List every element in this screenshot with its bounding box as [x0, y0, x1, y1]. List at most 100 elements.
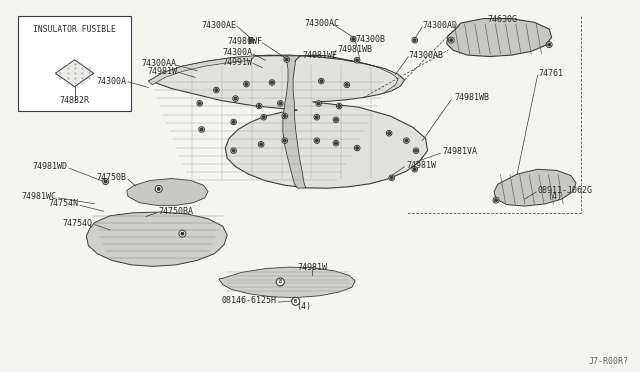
Text: 74981WC: 74981WC [21, 192, 56, 201]
Polygon shape [148, 55, 428, 188]
Circle shape [245, 83, 248, 85]
Circle shape [404, 138, 409, 144]
Circle shape [271, 81, 273, 84]
Circle shape [257, 103, 262, 109]
Circle shape [319, 78, 324, 84]
Circle shape [197, 100, 202, 106]
Circle shape [316, 100, 321, 106]
Text: 74300B: 74300B [355, 35, 385, 44]
Polygon shape [219, 267, 355, 298]
Circle shape [260, 143, 262, 145]
Circle shape [278, 100, 283, 106]
Circle shape [269, 80, 275, 86]
Circle shape [333, 117, 339, 123]
Circle shape [259, 141, 264, 147]
Bar [18, 16, 131, 111]
Circle shape [232, 121, 235, 123]
Polygon shape [86, 212, 227, 266]
Circle shape [390, 177, 393, 179]
Circle shape [285, 58, 288, 61]
Circle shape [156, 186, 162, 192]
Circle shape [387, 130, 392, 136]
Circle shape [352, 38, 355, 40]
Text: 74981WB: 74981WB [338, 45, 373, 54]
Circle shape [233, 96, 238, 102]
Circle shape [412, 37, 417, 43]
Text: B: B [279, 279, 282, 285]
Circle shape [413, 39, 416, 41]
Circle shape [292, 297, 300, 305]
Text: 74882R: 74882R [60, 96, 90, 105]
Text: 74981WB: 74981WB [454, 93, 490, 102]
Text: 74300AD: 74300AD [422, 21, 458, 30]
Circle shape [262, 116, 265, 118]
Circle shape [284, 115, 286, 117]
Circle shape [335, 119, 337, 121]
Circle shape [282, 113, 287, 119]
Circle shape [344, 82, 349, 88]
Circle shape [355, 57, 360, 63]
Text: B: B [294, 299, 297, 304]
Text: 74300A: 74300A [223, 48, 253, 57]
Circle shape [548, 44, 550, 46]
Circle shape [250, 39, 252, 41]
Circle shape [389, 175, 394, 181]
Circle shape [412, 166, 417, 172]
Polygon shape [255, 55, 326, 188]
Circle shape [337, 103, 342, 109]
Circle shape [200, 128, 203, 131]
Circle shape [450, 39, 452, 41]
Circle shape [231, 148, 236, 154]
Text: 74300AE: 74300AE [202, 21, 237, 30]
Text: 74630G: 74630G [488, 15, 518, 24]
Circle shape [314, 138, 319, 144]
Circle shape [214, 87, 219, 93]
Circle shape [234, 97, 237, 100]
Text: 74981WE: 74981WE [302, 51, 337, 60]
Circle shape [276, 278, 284, 286]
Polygon shape [127, 179, 208, 205]
Circle shape [448, 37, 454, 43]
Circle shape [248, 37, 253, 43]
Circle shape [546, 42, 552, 48]
Circle shape [261, 114, 266, 120]
Text: 74981WD: 74981WD [32, 162, 67, 171]
Circle shape [104, 180, 107, 183]
Circle shape [405, 140, 408, 142]
Text: 74300A: 74300A [97, 77, 127, 86]
Circle shape [215, 89, 218, 91]
Circle shape [338, 105, 340, 107]
Polygon shape [148, 56, 255, 85]
Circle shape [335, 142, 337, 144]
Circle shape [284, 140, 286, 142]
Circle shape [493, 197, 499, 203]
Circle shape [157, 188, 160, 190]
Text: 74981W: 74981W [406, 161, 436, 170]
Text: 74754N: 74754N [48, 199, 78, 208]
Text: 74761: 74761 [539, 69, 564, 78]
Text: J7-R00R?: J7-R00R? [589, 357, 628, 366]
Circle shape [316, 140, 318, 142]
Polygon shape [494, 169, 576, 206]
Text: 08146-6125H: 08146-6125H [221, 296, 276, 305]
Text: 74981W: 74981W [148, 67, 178, 76]
Polygon shape [56, 60, 93, 87]
Text: 74754Q: 74754Q [63, 219, 93, 228]
Circle shape [181, 232, 184, 235]
Circle shape [356, 147, 358, 149]
Text: 74750B: 74750B [97, 173, 127, 182]
Circle shape [279, 102, 282, 105]
Text: 74300AC: 74300AC [304, 19, 339, 28]
Text: 74981W: 74981W [298, 263, 327, 272]
Text: 74981WF: 74981WF [227, 37, 262, 46]
Circle shape [413, 148, 419, 154]
Text: (4): (4) [296, 302, 312, 311]
Circle shape [346, 84, 348, 86]
Circle shape [244, 81, 249, 87]
Circle shape [320, 80, 323, 82]
Circle shape [415, 150, 417, 152]
Circle shape [351, 36, 356, 42]
Circle shape [316, 116, 318, 118]
Circle shape [413, 168, 416, 170]
Circle shape [282, 138, 287, 144]
